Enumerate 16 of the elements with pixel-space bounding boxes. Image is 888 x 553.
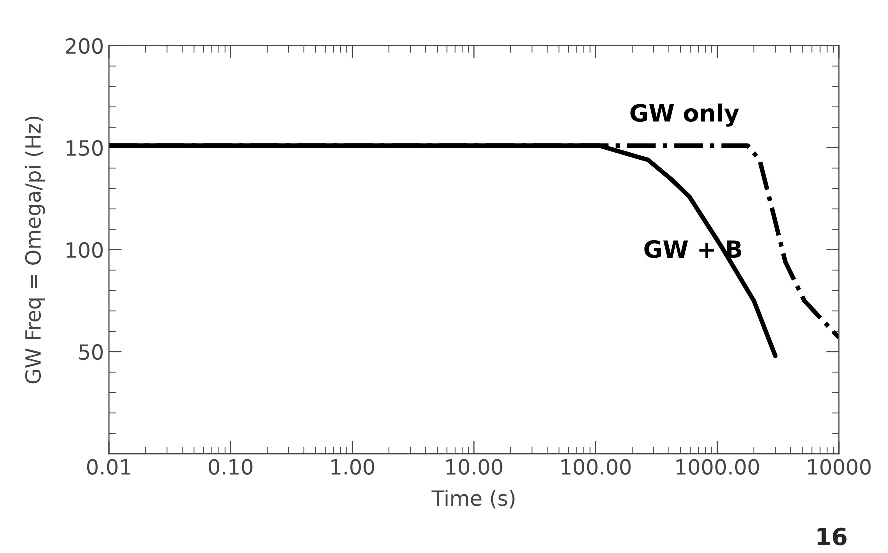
x-tick-label: 0.10 [209, 459, 253, 475]
x-tick-label: 0.01 [87, 459, 130, 475]
y-tick-label: 100 [66, 242, 103, 258]
y-tick-label: 200 [66, 38, 103, 54]
x-tick-label: 100.00 [562, 459, 631, 475]
text: 16 [818, 528, 847, 546]
series-label: GW + B [644, 240, 742, 258]
x-tick-label: 1.00 [332, 459, 374, 475]
y-tick-label: 50 [79, 344, 103, 360]
x-tick-label: 10000 [808, 459, 871, 475]
y-tick-label: 150 [66, 140, 103, 156]
y-axis-title: GW Freq = Omega/pi (Hz) [24, 116, 46, 384]
x-axis-title: Time (s) [432, 490, 515, 509]
series-label: GW only [630, 104, 740, 127]
x-tick-label: 10.00 [446, 459, 503, 475]
x-tick-label: 1000.00 [676, 459, 760, 475]
